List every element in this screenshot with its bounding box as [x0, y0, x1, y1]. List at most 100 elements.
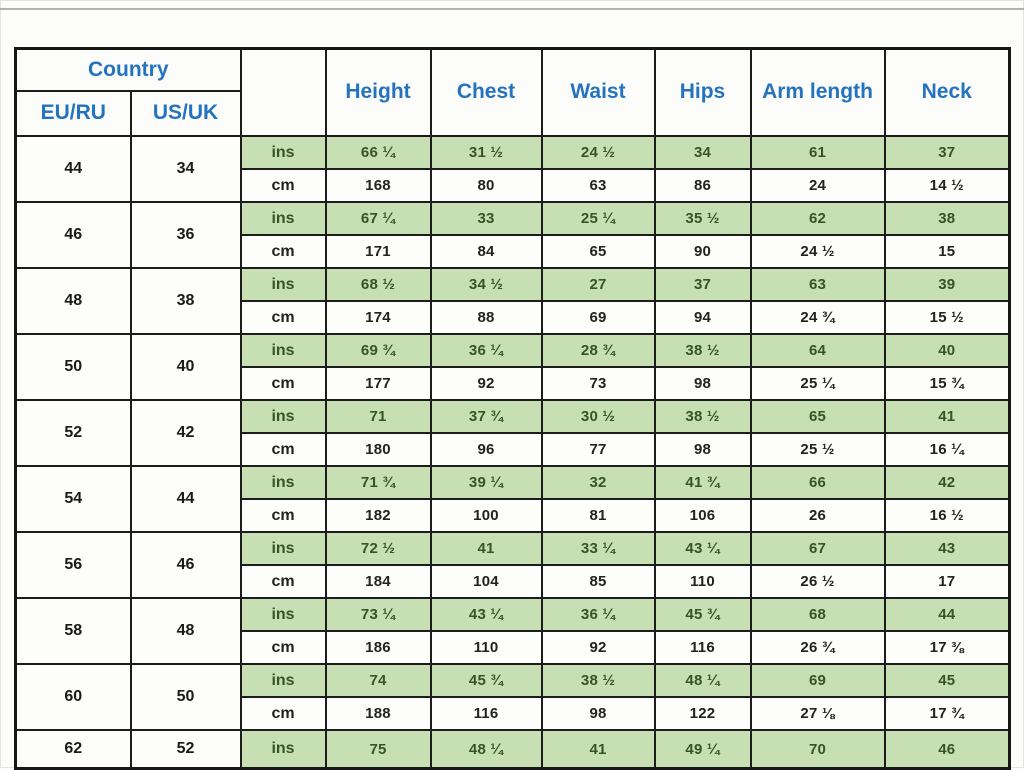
- hips-ins-value: 35 ½: [655, 202, 751, 235]
- neck-ins-value: 38: [885, 202, 1010, 235]
- arm-length-ins-value: 61: [751, 136, 885, 169]
- height-header: Height: [326, 49, 431, 137]
- chest-cm-value: 96: [431, 433, 542, 466]
- us-uk-header: US/UK: [131, 91, 241, 136]
- height-ins-value: 71: [326, 400, 431, 433]
- waist-ins-value: 27: [542, 268, 655, 301]
- table-header: Country Height Chest Waist Hips Arm leng…: [16, 49, 1010, 137]
- unit-label-ins: ins: [241, 532, 326, 565]
- waist-ins-value: 36 ¼: [542, 598, 655, 631]
- unit-label-ins: ins: [241, 598, 326, 631]
- chest-ins-value: 45 ¾: [431, 664, 542, 697]
- neck-cm-value: 15: [885, 235, 1010, 268]
- unit-label-ins: ins: [241, 136, 326, 169]
- eu-ru-size-cell: 48: [16, 268, 131, 334]
- arm-length-header: Arm length: [751, 49, 885, 137]
- us-uk-size-cell: 48: [131, 598, 241, 664]
- height-ins-value: 67 ¼: [326, 202, 431, 235]
- neck-ins-value: 41: [885, 400, 1010, 433]
- arm-length-ins-value: 69: [751, 664, 885, 697]
- unit-label-cm: cm: [241, 565, 326, 598]
- waist-cm-value: 85: [542, 565, 655, 598]
- chest-ins-value: 31 ½: [431, 136, 542, 169]
- unit-label-ins: ins: [241, 466, 326, 499]
- country-header: Country: [16, 49, 241, 92]
- waist-ins-value: 25 ¼: [542, 202, 655, 235]
- arm-length-ins-value: 68: [751, 598, 885, 631]
- height-cm-value: 182: [326, 499, 431, 532]
- chest-ins-value: 41: [431, 532, 542, 565]
- height-cm-value: 177: [326, 367, 431, 400]
- unit-label-cm: cm: [241, 499, 326, 532]
- hips-ins-value: 37: [655, 268, 751, 301]
- height-ins-value: 69 ¾: [326, 334, 431, 367]
- waist-ins-value: 28 ¾: [542, 334, 655, 367]
- us-uk-size-cell: 52: [131, 730, 241, 769]
- neck-ins-value: 45: [885, 664, 1010, 697]
- eu-ru-size-cell: 52: [16, 400, 131, 466]
- height-ins-value: 73 ¼: [326, 598, 431, 631]
- neck-cm-value: 17: [885, 565, 1010, 598]
- chest-cm-value: 88: [431, 301, 542, 334]
- waist-cm-value: 77: [542, 433, 655, 466]
- eu-ru-size-cell: 54: [16, 466, 131, 532]
- neck-cm-value: 17 ⅜: [885, 631, 1010, 664]
- arm-length-cm-value: 24 ¾: [751, 301, 885, 334]
- eu-ru-size-cell: 44: [16, 136, 131, 202]
- height-ins-value: 71 ¾: [326, 466, 431, 499]
- chest-ins-value: 36 ¼: [431, 334, 542, 367]
- arm-length-cm-value: 27 ⅛: [751, 697, 885, 730]
- waist-header: Waist: [542, 49, 655, 137]
- us-uk-size-cell: 38: [131, 268, 241, 334]
- height-cm-value: 174: [326, 301, 431, 334]
- chest-cm-value: 110: [431, 631, 542, 664]
- hips-ins-value: 41 ¾: [655, 466, 751, 499]
- unit-label-cm: cm: [241, 235, 326, 268]
- arm-length-cm-value: 24 ½: [751, 235, 885, 268]
- eu-ru-size-cell: 62: [16, 730, 131, 769]
- hips-ins-value: 38 ½: [655, 334, 751, 367]
- unit-label-cm: cm: [241, 169, 326, 202]
- chest-ins-value: 39 ¼: [431, 466, 542, 499]
- unit-label-ins: ins: [241, 268, 326, 301]
- unit-label-ins: ins: [241, 334, 326, 367]
- hips-header: Hips: [655, 49, 751, 137]
- neck-cm-value: 16 ¼: [885, 433, 1010, 466]
- neck-cm-value: 17 ¾: [885, 697, 1010, 730]
- arm-length-cm-value: 26 ¾: [751, 631, 885, 664]
- hips-ins-value: 45 ¾: [655, 598, 751, 631]
- waist-cm-value: 63: [542, 169, 655, 202]
- arm-length-ins-value: 66: [751, 466, 885, 499]
- us-uk-size-cell: 40: [131, 334, 241, 400]
- hips-cm-value: 86: [655, 169, 751, 202]
- eu-ru-size-cell: 50: [16, 334, 131, 400]
- chest-ins-value: 43 ¼: [431, 598, 542, 631]
- neck-cm-value: 16 ½: [885, 499, 1010, 532]
- hips-cm-value: 110: [655, 565, 751, 598]
- arm-length-ins-value: 67: [751, 532, 885, 565]
- chest-cm-value: 104: [431, 565, 542, 598]
- waist-ins-value: 33 ¼: [542, 532, 655, 565]
- waist-ins-value: 38 ½: [542, 664, 655, 697]
- height-ins-value: 72 ½: [326, 532, 431, 565]
- us-uk-size-cell: 36: [131, 202, 241, 268]
- hips-ins-value: 49 ¼: [655, 730, 751, 769]
- waist-cm-value: 69: [542, 301, 655, 334]
- unit-label-ins: ins: [241, 202, 326, 235]
- chest-cm-value: 100: [431, 499, 542, 532]
- waist-ins-value: 30 ½: [542, 400, 655, 433]
- us-uk-size-cell: 46: [131, 532, 241, 598]
- arm-length-ins-value: 65: [751, 400, 885, 433]
- eu-ru-header: EU/RU: [16, 91, 131, 136]
- height-cm-value: 168: [326, 169, 431, 202]
- unit-label-cm: cm: [241, 433, 326, 466]
- arm-length-cm-value: 26 ½: [751, 565, 885, 598]
- eu-ru-size-cell: 46: [16, 202, 131, 268]
- waist-cm-value: 65: [542, 235, 655, 268]
- neck-ins-value: 39: [885, 268, 1010, 301]
- neck-cm-value: 15 ¾: [885, 367, 1010, 400]
